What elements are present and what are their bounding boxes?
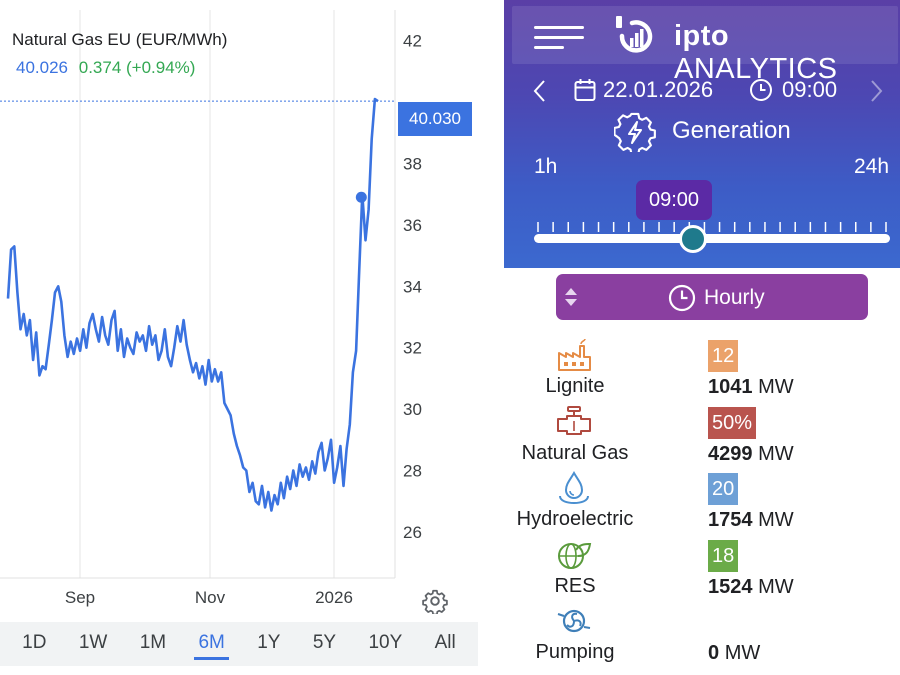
y-tick-label: 34 (403, 277, 422, 296)
source-output-value: 1754 (708, 509, 753, 531)
source-share-badge: 18 (708, 539, 739, 572)
range-end-label: 24h (854, 155, 890, 178)
chart-panel: 26 28 30 32 34 36 38 42 Sep Nov 2026 Natural Gas E… (0, 10, 478, 666)
chevron-left-icon[interactable] (530, 78, 550, 104)
pump-icon (557, 609, 591, 633)
header-panel: ipto ANALYTICS 22.01.2026 09:00 (504, 0, 900, 268)
chart-quote: 40.026 0.374 (+0.94%) (16, 58, 195, 78)
source-output: 0 MW (708, 642, 760, 665)
source-name: Lignite (545, 375, 605, 397)
slider-ticks (537, 222, 887, 232)
range-button-1m[interactable]: 1M (139, 632, 167, 653)
water-drop-icon (559, 471, 589, 505)
price-change: 0.374 (+0.94%) (78, 58, 196, 77)
range-button-all[interactable]: All (434, 632, 456, 653)
selected-time[interactable]: 09:00 (782, 77, 838, 102)
y-tick-label: 38 (403, 155, 422, 174)
x-tick-label: 2026 (315, 588, 353, 607)
hour-slider-thumb[interactable] (678, 225, 707, 253)
x-tick-label: Sep (65, 588, 95, 607)
source-name: Natural Gas (521, 441, 629, 464)
series-line (6, 97, 379, 512)
gear-icon[interactable] (422, 588, 448, 614)
brand-name: ipto ANALYTICS (674, 20, 898, 86)
source-row-natural-gas: Natural Gas 50% 4299 MW (504, 405, 900, 471)
range-button-5y[interactable]: 5Y (312, 632, 337, 653)
source-output-unit: MW (758, 376, 794, 398)
x-tick-label: Nov (195, 588, 226, 607)
app-panel: ipto ANALYTICS 22.01.2026 09:00 (504, 0, 900, 675)
y-tick-label: 30 (403, 400, 422, 419)
chevron-right-icon[interactable] (866, 78, 886, 104)
source-output: 1754 MW (708, 509, 794, 532)
range-button-10y[interactable]: 10Y (368, 632, 403, 653)
brand-rest: ANALYTICS (674, 53, 838, 85)
factory-icon (558, 338, 591, 371)
source-name: RES (554, 574, 596, 597)
y-tick-label: 36 (403, 216, 422, 235)
source-output: 1041 MW (708, 376, 794, 399)
mode-label: Generation (672, 117, 791, 144)
hourly-label: Hourly (704, 286, 765, 309)
hamburger-menu-icon[interactable] (534, 26, 584, 50)
source-output-unit: MW (724, 642, 761, 664)
y-tick-label: 42 (403, 32, 422, 51)
selected-date[interactable]: 22.01.2026 (603, 77, 714, 102)
source-output-value: 1524 (708, 575, 753, 598)
source-share-badge: 50% (708, 406, 757, 439)
ipto-logo-icon (616, 16, 653, 53)
range-button-1d[interactable]: 1D (22, 632, 47, 653)
date-time-row: 22.01.2026 09:00 (504, 74, 900, 108)
y-tick-label: 26 (403, 523, 422, 542)
source-row-res: RES 18 1524 MW (504, 538, 900, 604)
y-tick-label: 32 (403, 339, 422, 358)
source-output-unit: MW (758, 575, 794, 598)
current-price-tag: 40.030 (398, 102, 472, 136)
range-button-1y[interactable]: 1Y (257, 632, 281, 653)
generation-gear-bolt-icon (614, 112, 656, 152)
slider-value-tooltip: 09:00 (636, 180, 712, 220)
source-share-badge: 12 (708, 340, 739, 372)
chart-title: Natural Gas EU (EUR/MWh) (12, 30, 228, 49)
top-bar: ipto ANALYTICS (512, 6, 898, 85)
brand-bold: ipto (674, 20, 730, 52)
source-output-value: 4299 (708, 442, 753, 465)
range-button-6m[interactable]: 6M (192, 622, 230, 666)
sort-icon (565, 288, 577, 306)
source-output-unit: MW (758, 509, 794, 531)
price-chart: 26 28 30 32 34 36 38 42 Sep Nov 2026 (0, 10, 422, 607)
source-output: 4299 MW (708, 443, 794, 466)
hour-slider-track[interactable] (534, 234, 890, 243)
source-name: Pumping (535, 641, 615, 663)
source-row-lignite: Lignite 12 1041 MW (504, 338, 900, 404)
source-output-unit: MW (758, 442, 794, 465)
series-marker (355, 191, 367, 203)
source-row-hydroelectric: Hydroelectric 20 1754 MW (504, 471, 900, 537)
source-output-value: 1041 (708, 376, 753, 398)
hourly-button[interactable]: Hourly (556, 274, 868, 320)
source-name: Hydroelectric (516, 508, 634, 530)
calendar-icon (574, 79, 596, 101)
clock-icon (750, 79, 772, 101)
range-button-1w[interactable]: 1W (78, 632, 108, 653)
source-row-pumping: Pumping 0 MW (504, 604, 900, 670)
y-tick-label: 28 (403, 462, 422, 481)
range-selector: 1D 1W 1M 6M 1Y 5Y 10Y All (0, 622, 478, 666)
gas-valve-icon (557, 405, 591, 435)
source-share-badge: 20 (708, 473, 739, 505)
source-output: 1524 MW (708, 576, 794, 599)
last-price: 40.026 (16, 58, 68, 77)
source-output-value: 0 (708, 642, 720, 664)
globe-leaf-icon (558, 542, 592, 569)
range-start-label: 1h (534, 155, 558, 178)
clock-icon (668, 284, 696, 312)
